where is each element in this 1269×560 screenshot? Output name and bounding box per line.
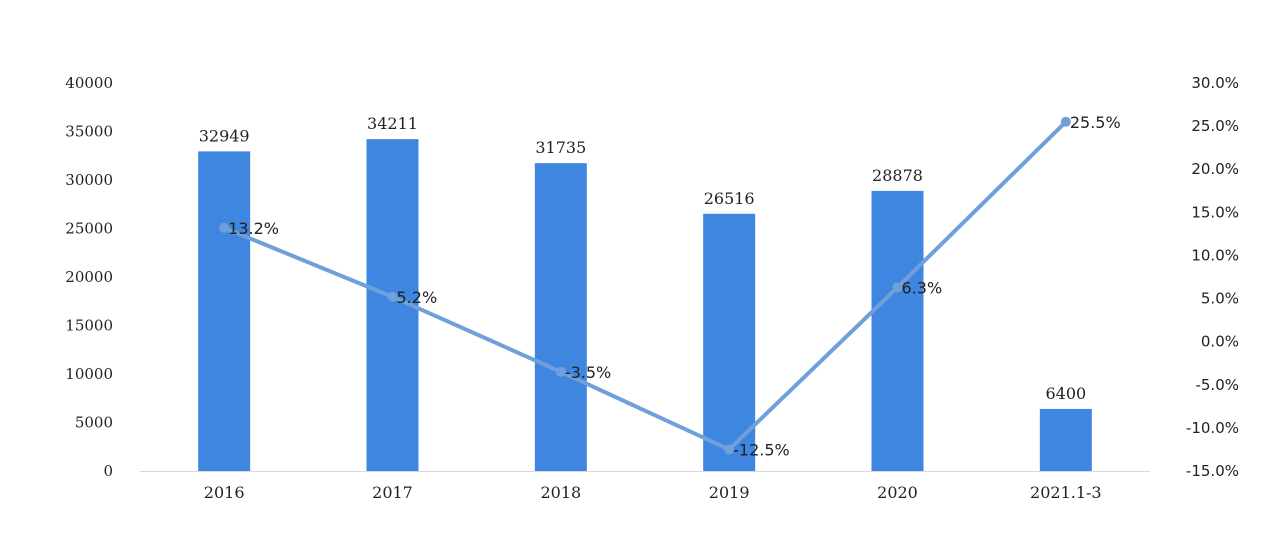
bar-value-label: 26516 (704, 189, 755, 208)
left-axis-tick-label: 10000 (65, 365, 113, 383)
line-value-label: 13.2% (228, 219, 279, 238)
line-series (219, 116, 1071, 455)
right-axis-tick-label: 20.0% (1191, 160, 1239, 178)
line-point (387, 291, 398, 302)
x-axis-labels: 2016 2017 2018 2019 2020 2021.1-3 (204, 483, 1102, 502)
bar (871, 190, 924, 471)
x-axis-category-label: 2017 (372, 483, 413, 502)
bar (1039, 408, 1092, 471)
bar (703, 213, 756, 471)
right-axis-tick-label: 10.0% (1191, 246, 1239, 264)
left-axis-tick-label: 15000 (65, 317, 113, 335)
left-axis-tick-label: 40000 (65, 74, 113, 92)
bar-series (198, 139, 1092, 471)
bar-data-labels: 32949 34211 31735 26516 28878 6400 (199, 114, 1086, 403)
line-point (219, 222, 230, 233)
bar (198, 151, 251, 471)
bar-value-label: 34211 (367, 114, 418, 133)
right-axis-tick-label: 25.0% (1191, 117, 1239, 135)
bar-value-label: 32949 (199, 126, 250, 145)
right-axis-tick-label: 0.0% (1201, 333, 1239, 351)
right-y-axis: -15.0% -10.0% -5.0% 0.0% 5.0% 10.0% 15.0% 20.0%… (1186, 74, 1239, 480)
left-axis-tick-label: 20000 (65, 268, 113, 286)
x-axis-category-label: 2016 (204, 483, 245, 502)
line-value-label: -12.5% (733, 440, 790, 459)
x-axis-category-label: 2019 (709, 483, 750, 502)
left-axis-tick-label: 30000 (65, 171, 113, 189)
bar (534, 163, 587, 471)
right-axis-tick-label: -5.0% (1195, 376, 1239, 394)
bar-value-label: 31735 (535, 138, 586, 157)
right-axis-tick-label: 5.0% (1201, 290, 1239, 308)
line-value-label: 25.5% (1070, 113, 1121, 132)
right-axis-tick-label: 15.0% (1191, 203, 1239, 221)
left-axis-tick-label: 25000 (65, 220, 113, 238)
line-value-label: 5.2% (397, 288, 438, 307)
line-point (892, 282, 903, 293)
growth-rate-line (222, 119, 1068, 452)
line-point (724, 444, 735, 455)
x-axis-category-label: 2020 (877, 483, 918, 502)
left-axis-tick-label: 35000 (65, 123, 113, 141)
left-axis-tick-label: 0 (103, 462, 113, 480)
line-point (555, 366, 566, 377)
bar-value-label: 28878 (872, 166, 923, 185)
left-y-axis: 0 5000 10000 15000 20000 25000 30000 35000 40000 (65, 74, 113, 480)
bar-value-label: 6400 (1045, 384, 1086, 403)
x-axis-category-label: 2021.1-3 (1030, 483, 1102, 502)
left-axis-tick-label: 5000 (75, 414, 113, 432)
line-value-label: 6.3% (902, 278, 943, 297)
right-axis-tick-label: 30.0% (1191, 74, 1239, 92)
line-point (1060, 116, 1071, 127)
line-data-labels: 13.2% 5.2% -3.5% -12.5% 6.3% 25.5% (228, 113, 1120, 460)
line-value-label: -3.5% (565, 363, 611, 382)
x-axis-category-label: 2018 (540, 483, 581, 502)
right-axis-tick-label: -15.0% (1186, 462, 1239, 480)
right-axis-tick-label: -10.0% (1186, 419, 1239, 437)
